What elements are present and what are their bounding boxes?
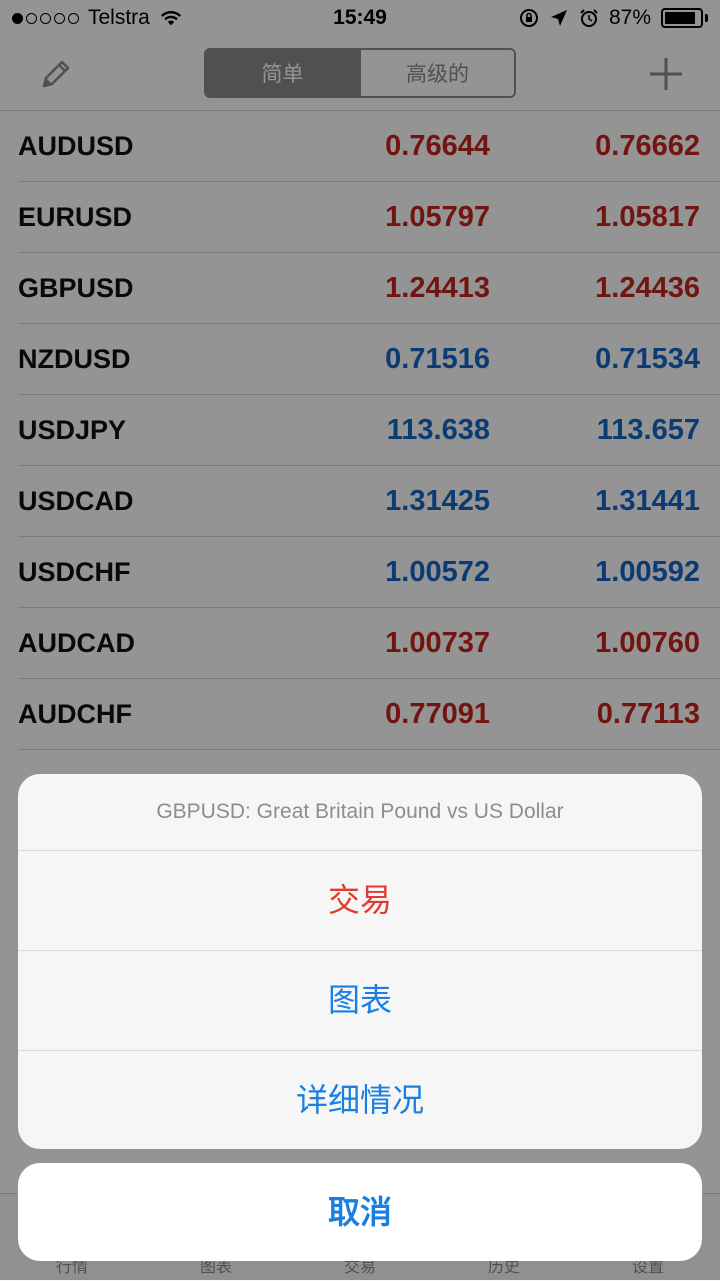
- quote-bid: 1.24413: [385, 272, 490, 304]
- quote-bid: 1.31425: [385, 485, 490, 517]
- action-details-button[interactable]: 详细情况: [295, 1082, 424, 1118]
- quote-row[interactable]: GBPUSD 1.24413 1.24436: [18, 253, 720, 324]
- segment-advanced[interactable]: 高级的: [359, 50, 514, 96]
- pencil-icon[interactable]: [36, 54, 76, 94]
- quote-bid: 113.638: [386, 414, 490, 446]
- action-sheet-title: GBPUSD: Great Britain Pound vs US Dollar: [18, 774, 702, 851]
- quote-ask: 0.77113: [596, 698, 700, 730]
- quote-symbol: AUDCHF: [18, 699, 132, 729]
- signal-dot-4: [54, 12, 65, 24]
- quote-ask: 1.00592: [595, 556, 700, 588]
- rotation-lock-icon: [519, 9, 538, 27]
- signal-dot-1: [12, 12, 23, 24]
- quote-bid: 0.71516: [385, 343, 490, 375]
- tab-item[interactable]: 交易: [288, 1194, 432, 1281]
- quote-symbol: USDCHF: [18, 557, 131, 587]
- quote-row[interactable]: EURUSD 1.05797 1.05817: [18, 182, 720, 253]
- action-sheet: GBPUSD: Great Britain Pound vs US Dollar…: [18, 774, 702, 1149]
- signal-dot-3: [40, 12, 51, 24]
- wifi-icon: [160, 11, 181, 26]
- tab-label: 图表: [199, 1259, 232, 1276]
- quote-bid: 1.00572: [385, 556, 490, 588]
- quote-row[interactable]: USDCAD 1.31425 1.31441: [18, 466, 720, 537]
- alarm-clock-icon: [580, 9, 598, 27]
- quote-symbol: AUDCAD: [18, 628, 135, 658]
- carrier-name: Telstra: [88, 6, 150, 29]
- quote-row[interactable]: USDJPY 113.638 113.657: [18, 395, 720, 466]
- quote-symbol: GBPUSD: [18, 273, 134, 303]
- quote-ask: 113.657: [596, 414, 700, 446]
- tab-item[interactable]: 图表: [144, 1194, 288, 1281]
- quote-ask: 0.71534: [595, 343, 700, 375]
- quote-ask: 1.24436: [595, 272, 700, 304]
- tab-label: 行情: [55, 1259, 88, 1276]
- plus-icon[interactable]: [646, 54, 686, 94]
- battery-percent: 87%: [608, 6, 651, 29]
- quote-row[interactable]: NZDUSD 0.71516 0.71534: [18, 324, 720, 395]
- tab-label: 设置: [631, 1259, 664, 1276]
- quote-row[interactable]: USDCHF 1.00572 1.00592: [18, 537, 720, 608]
- quote-symbol: EURUSD: [18, 202, 133, 232]
- battery-fill: [665, 12, 695, 24]
- quote-bid: 0.77091: [385, 698, 490, 730]
- quote-bid: 0.76644: [385, 130, 490, 162]
- quote-symbol: USDJPY: [18, 415, 127, 445]
- quote-symbol: NZDUSD: [18, 344, 131, 374]
- quote-ask: 0.76662: [595, 130, 700, 162]
- quote-symbol: AUDUSD: [18, 131, 134, 161]
- quote-ask: 1.00760: [595, 627, 700, 659]
- battery-tip: [705, 14, 708, 22]
- quote-row[interactable]: AUDCHF 0.77091 0.77113: [18, 679, 720, 750]
- view-mode-segmented-control: 简单 高级的: [204, 48, 516, 98]
- cancel-button[interactable]: 取消: [18, 1163, 702, 1261]
- quote-bid: 1.00737: [385, 627, 490, 659]
- quote-ask: 1.31441: [595, 485, 700, 517]
- action-trade-button[interactable]: 交易: [18, 851, 702, 951]
- action-chart-button[interactable]: 图表: [18, 951, 702, 1051]
- quote-bid: 1.05797: [385, 201, 490, 233]
- tab-label: 历史: [487, 1259, 520, 1276]
- battery-icon: [661, 8, 703, 28]
- segment-simple[interactable]: 简单: [206, 50, 359, 96]
- signal-dot-2: [26, 12, 37, 24]
- status-left: Telstra: [12, 6, 182, 30]
- tab-item[interactable]: 历史: [432, 1194, 576, 1281]
- tab-item[interactable]: 设置: [576, 1194, 720, 1281]
- signal-dot-5: [68, 12, 79, 24]
- location-arrow-icon: [550, 10, 567, 26]
- tab-item[interactable]: 行情: [0, 1194, 144, 1281]
- quote-row[interactable]: AUDCAD 1.00737 1.00760: [18, 608, 720, 679]
- quote-symbol: USDCAD: [18, 486, 134, 516]
- quote-ask: 1.05817: [595, 201, 700, 233]
- tab-label: 交易: [343, 1259, 376, 1276]
- quotes-list: AUDUSD 0.76644 0.76662 EURUSD 1.05797 1.05817…: [0, 111, 720, 750]
- status-right: 87%: [519, 6, 708, 30]
- nav-bar: 简单 高级的: [0, 38, 720, 111]
- quote-row[interactable]: AUDUSD 0.76644 0.76662: [18, 111, 720, 182]
